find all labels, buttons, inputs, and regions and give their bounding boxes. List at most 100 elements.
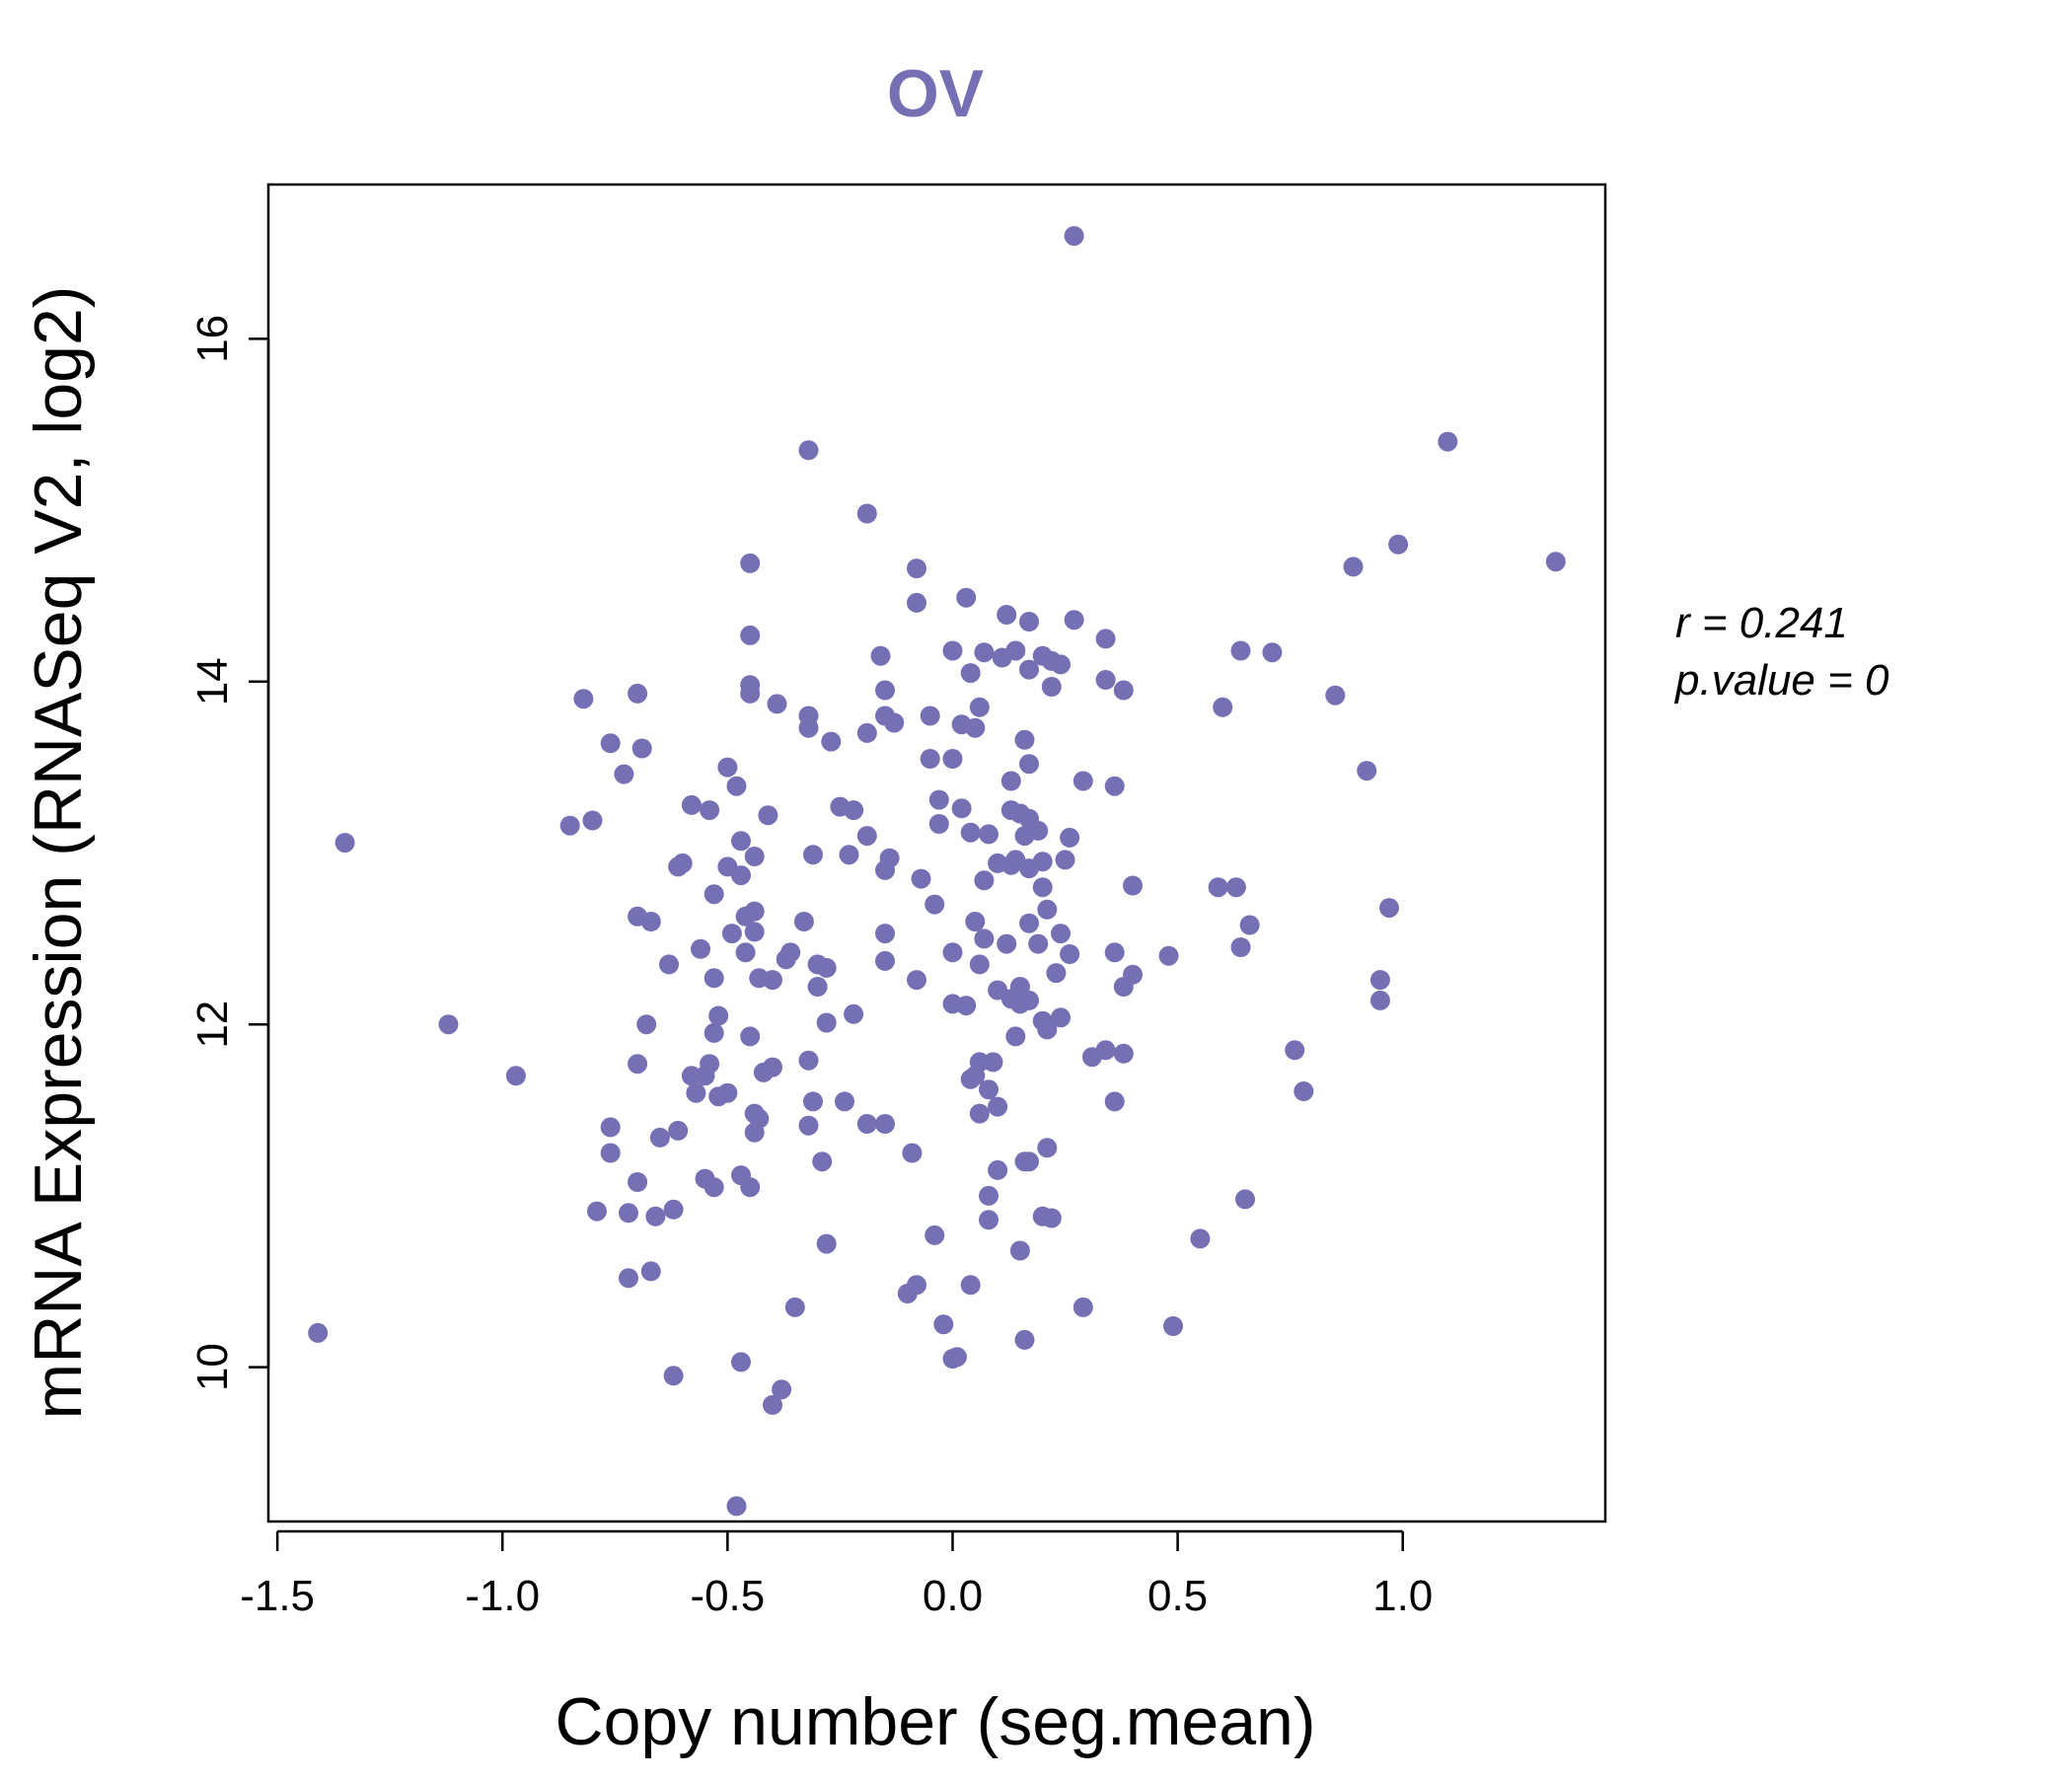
data-point [1064, 226, 1084, 247]
y-tick-label: 16 [188, 315, 237, 363]
data-point [703, 1177, 724, 1198]
data-point [628, 683, 648, 704]
data-point [960, 1069, 981, 1089]
data-point [1343, 557, 1364, 577]
y-tick-label: 14 [188, 657, 237, 705]
data-point [803, 845, 823, 865]
p-annotation: p.value = 0 [1673, 656, 1889, 705]
data-point [668, 1120, 689, 1141]
data-point [763, 970, 782, 991]
data-point [1113, 680, 1134, 701]
data-point [942, 942, 963, 963]
data-point [979, 1210, 999, 1230]
y-axis: 10 12 14 16 [188, 315, 270, 1391]
data-point [628, 1054, 648, 1075]
data-point [740, 625, 761, 645]
data-point [308, 1322, 329, 1343]
data-point [1055, 850, 1075, 870]
data-point [965, 717, 986, 738]
x-tick-label: 1.0 [1372, 1572, 1433, 1620]
data-point [1037, 899, 1058, 920]
data-point [758, 805, 778, 826]
data-point [763, 1394, 782, 1415]
data-point [559, 815, 580, 836]
data-point [960, 822, 981, 843]
data-point [619, 1268, 638, 1289]
x-tick-label: -0.5 [690, 1572, 765, 1620]
data-point [979, 1185, 999, 1206]
data-point [988, 1096, 1008, 1117]
data-point [1051, 654, 1071, 675]
data-point [870, 645, 891, 666]
data-point [1379, 898, 1399, 919]
data-point [668, 856, 689, 877]
data-point [1014, 1329, 1035, 1350]
data-point [875, 1114, 895, 1134]
data-point [1019, 858, 1039, 879]
data-point [997, 605, 1017, 625]
data-point [1325, 685, 1346, 705]
data-point [928, 814, 949, 834]
data-point [960, 663, 981, 684]
data-point [1262, 642, 1283, 663]
data-point [816, 1012, 837, 1033]
data-point [619, 1203, 638, 1224]
data-point [767, 694, 787, 714]
data-point [744, 922, 765, 942]
data-point [691, 938, 710, 959]
data-point [798, 440, 819, 461]
data-point [663, 1366, 684, 1386]
data-point [1239, 915, 1260, 935]
data-point [1545, 552, 1566, 572]
data-point [928, 789, 949, 810]
data-point [740, 1177, 761, 1198]
data-point [1073, 1297, 1093, 1317]
data-point [1113, 977, 1134, 997]
data-point [1014, 1151, 1035, 1172]
data-point [1019, 754, 1039, 775]
data-point [640, 1261, 661, 1282]
x-tick-label: 0.5 [1147, 1572, 1208, 1620]
r-annotation: r = 0.241 [1675, 599, 1848, 647]
data-point [969, 1103, 990, 1124]
x-axis: -1.5 -1.0 -0.5 0.0 0.5 1.0 [240, 1529, 1433, 1620]
x-axis-label: Copy number (seg.mean) [555, 1684, 1315, 1759]
data-point [740, 553, 761, 573]
data-point [1369, 970, 1390, 991]
data-point [1190, 1228, 1211, 1249]
data-point [573, 689, 594, 709]
data-point [1208, 877, 1228, 898]
data-point [974, 642, 995, 663]
data-point [505, 1066, 526, 1086]
data-point [979, 1079, 999, 1100]
data-point [1032, 877, 1053, 898]
data-point [631, 738, 652, 759]
data-point [816, 957, 837, 978]
data-point [735, 942, 756, 963]
data-point [856, 722, 877, 743]
data-point [803, 1091, 823, 1112]
x-tick-label: 0.0 [923, 1572, 983, 1620]
data-point [708, 1005, 729, 1026]
data-point [907, 558, 926, 579]
data-point [798, 717, 819, 738]
data-point [875, 924, 895, 944]
data-point [776, 949, 796, 970]
data-point [703, 884, 724, 905]
y-tick-label: 10 [188, 1343, 237, 1391]
data-point [744, 847, 765, 866]
data-point [956, 587, 977, 608]
data-point [1163, 1316, 1183, 1336]
data-point [1000, 854, 1021, 875]
data-point [1388, 534, 1409, 555]
data-point [700, 800, 720, 821]
data-point [897, 1284, 918, 1303]
data-point [1113, 1043, 1134, 1064]
points-layer [308, 226, 1566, 1517]
data-point [839, 845, 859, 865]
data-point [884, 712, 905, 733]
y-axis-label: mRNA Expression (RNASeq V2, log2) [21, 286, 96, 1420]
data-point [1019, 990, 1039, 1010]
data-point [942, 640, 963, 661]
data-point [1019, 913, 1039, 933]
